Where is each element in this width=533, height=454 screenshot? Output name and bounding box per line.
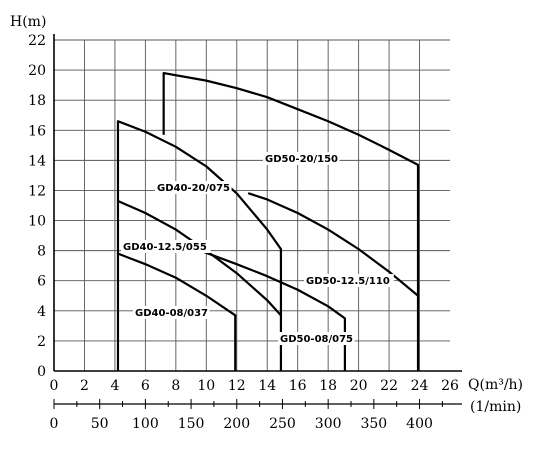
curve-label-background xyxy=(278,332,355,345)
x-tick-label: 12 xyxy=(228,378,246,394)
x-tick-label: 8 xyxy=(171,378,180,394)
curve-label: GD50-12.5/110 xyxy=(306,276,390,287)
curve-label-background xyxy=(121,240,211,253)
curve-label-background xyxy=(263,152,340,165)
x-tick-label: 2 xyxy=(80,378,89,394)
secondary-tick-label: 400 xyxy=(406,416,433,432)
x-tick-label: 10 xyxy=(197,378,215,394)
curve-label: GD50-08/075 xyxy=(280,334,353,345)
secondary-tick-label: 50 xyxy=(91,416,109,432)
x-tick-label: 20 xyxy=(350,378,368,394)
x-tick-label: 0 xyxy=(50,378,59,394)
y-tick-label: 8 xyxy=(37,244,46,260)
curve-label: GD40-12.5/055 xyxy=(123,242,207,253)
x-tick-label: 24 xyxy=(411,378,429,394)
curve-label-background xyxy=(304,274,394,287)
secondary-tick-label: 300 xyxy=(315,416,342,432)
y-tick-label: 22 xyxy=(28,33,46,49)
y-tick-label: 4 xyxy=(37,304,46,320)
y-tick-label: 0 xyxy=(37,364,46,380)
curve-label-background xyxy=(133,306,210,319)
x-tick-label: 16 xyxy=(289,378,307,394)
curve-gd40-08-037 xyxy=(116,252,237,317)
secondary-tick-label: 350 xyxy=(360,416,387,432)
secondary-tick-label: 250 xyxy=(269,416,296,432)
x-tick-label: 6 xyxy=(141,378,150,394)
y-tick-label: 16 xyxy=(28,123,46,139)
y-tick-label: 20 xyxy=(28,63,46,79)
y-tick-label: 6 xyxy=(37,274,46,290)
x-tick-label: 26 xyxy=(441,378,459,394)
y-tick-label: 2 xyxy=(37,334,46,350)
tick-labels: 0 2 4 6 8 10 12 14 16 18 20 22 24 2602468101214161820… xyxy=(28,33,459,432)
curve-label: GD40-08/037 xyxy=(135,308,208,319)
curve-gd50-20-150 xyxy=(162,72,420,166)
y-tick-label: 12 xyxy=(28,183,46,199)
secondary-tick-label: 100 xyxy=(132,416,159,432)
x-axis-title: Q(m³/h) xyxy=(468,377,523,393)
curve-label: GD40-20/075 xyxy=(157,183,230,194)
x-tick-label: 18 xyxy=(319,378,337,394)
y-tick-label: 10 xyxy=(28,214,46,230)
x-axis-secondary-title: (1/min) xyxy=(470,399,521,415)
x-tick-label: 14 xyxy=(258,378,276,394)
curve-label: GD50-20/150 xyxy=(265,154,338,165)
secondary-tick-label: 150 xyxy=(178,416,205,432)
x-tick-label: 4 xyxy=(110,378,119,394)
curve-gd50-12-5-110 xyxy=(247,192,420,297)
grid xyxy=(54,39,450,371)
curve-gd40-20-075 xyxy=(116,120,283,251)
y-axis-title: H(m) xyxy=(10,14,46,30)
y-tick-label: 14 xyxy=(28,153,46,169)
y-tick-label: 18 xyxy=(28,93,46,109)
axes xyxy=(53,34,462,409)
curve-labels: GD40-08/037 GD40-12.5/055 GD40-20/075 GD50-… xyxy=(121,152,394,345)
secondary-tick-label: 0 xyxy=(50,416,59,432)
curve-label-background xyxy=(155,181,232,194)
x-tick-label: 22 xyxy=(380,378,398,394)
curve-gd50-08-075 xyxy=(199,249,347,320)
secondary-tick-label: 200 xyxy=(223,416,250,432)
